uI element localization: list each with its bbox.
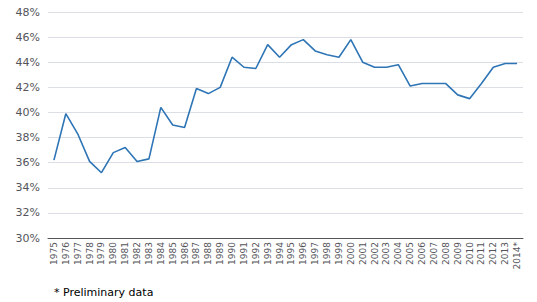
svg-text:2003: 2003 bbox=[381, 242, 391, 265]
svg-text:1980: 1980 bbox=[108, 242, 118, 265]
svg-text:1998: 1998 bbox=[322, 242, 332, 265]
svg-text:1982: 1982 bbox=[132, 242, 142, 265]
svg-text:1977: 1977 bbox=[73, 242, 83, 265]
svg-text:2009: 2009 bbox=[453, 242, 463, 265]
svg-text:32%: 32% bbox=[16, 206, 40, 219]
svg-text:44%: 44% bbox=[16, 56, 40, 69]
svg-text:1999: 1999 bbox=[334, 242, 344, 265]
svg-text:40%: 40% bbox=[16, 106, 40, 119]
svg-text:2006: 2006 bbox=[417, 242, 427, 265]
svg-text:2007: 2007 bbox=[429, 242, 439, 265]
svg-text:2008: 2008 bbox=[441, 242, 451, 265]
svg-text:1988: 1988 bbox=[203, 242, 213, 265]
svg-text:1978: 1978 bbox=[85, 242, 95, 265]
svg-text:1992: 1992 bbox=[251, 242, 261, 265]
svg-text:30%: 30% bbox=[16, 232, 40, 245]
svg-text:1990: 1990 bbox=[227, 242, 237, 265]
svg-text:34%: 34% bbox=[16, 181, 40, 194]
svg-text:1985: 1985 bbox=[168, 242, 178, 265]
svg-text:1997: 1997 bbox=[310, 242, 320, 265]
svg-text:2010: 2010 bbox=[465, 242, 475, 265]
svg-text:1993: 1993 bbox=[263, 242, 273, 265]
svg-text:1994: 1994 bbox=[275, 242, 285, 265]
svg-text:2005: 2005 bbox=[405, 242, 415, 265]
svg-text:2013: 2013 bbox=[500, 242, 510, 265]
svg-text:36%: 36% bbox=[16, 156, 40, 169]
svg-text:1975: 1975 bbox=[49, 242, 59, 265]
svg-text:1995: 1995 bbox=[286, 242, 296, 265]
svg-text:1981: 1981 bbox=[120, 242, 130, 265]
svg-text:* Preliminary data: * Preliminary data bbox=[54, 286, 153, 299]
svg-text:42%: 42% bbox=[16, 81, 40, 94]
svg-text:1991: 1991 bbox=[239, 242, 249, 265]
svg-text:2012: 2012 bbox=[488, 242, 498, 265]
svg-text:1986: 1986 bbox=[180, 242, 190, 265]
svg-text:1996: 1996 bbox=[298, 242, 308, 265]
svg-text:48%: 48% bbox=[16, 6, 40, 19]
svg-text:2014*: 2014* bbox=[512, 242, 522, 270]
svg-text:2000: 2000 bbox=[346, 242, 356, 265]
svg-text:1983: 1983 bbox=[144, 242, 154, 265]
svg-text:2002: 2002 bbox=[370, 242, 380, 265]
svg-text:1976: 1976 bbox=[61, 242, 71, 265]
svg-text:1987: 1987 bbox=[191, 242, 201, 265]
svg-text:1979: 1979 bbox=[96, 242, 106, 265]
svg-text:2004: 2004 bbox=[393, 242, 403, 265]
svg-text:2011: 2011 bbox=[476, 242, 486, 265]
svg-text:1984: 1984 bbox=[156, 242, 166, 265]
svg-text:46%: 46% bbox=[16, 31, 40, 44]
svg-text:1989: 1989 bbox=[215, 242, 225, 265]
svg-text:38%: 38% bbox=[16, 131, 40, 144]
svg-text:2001: 2001 bbox=[358, 242, 368, 265]
